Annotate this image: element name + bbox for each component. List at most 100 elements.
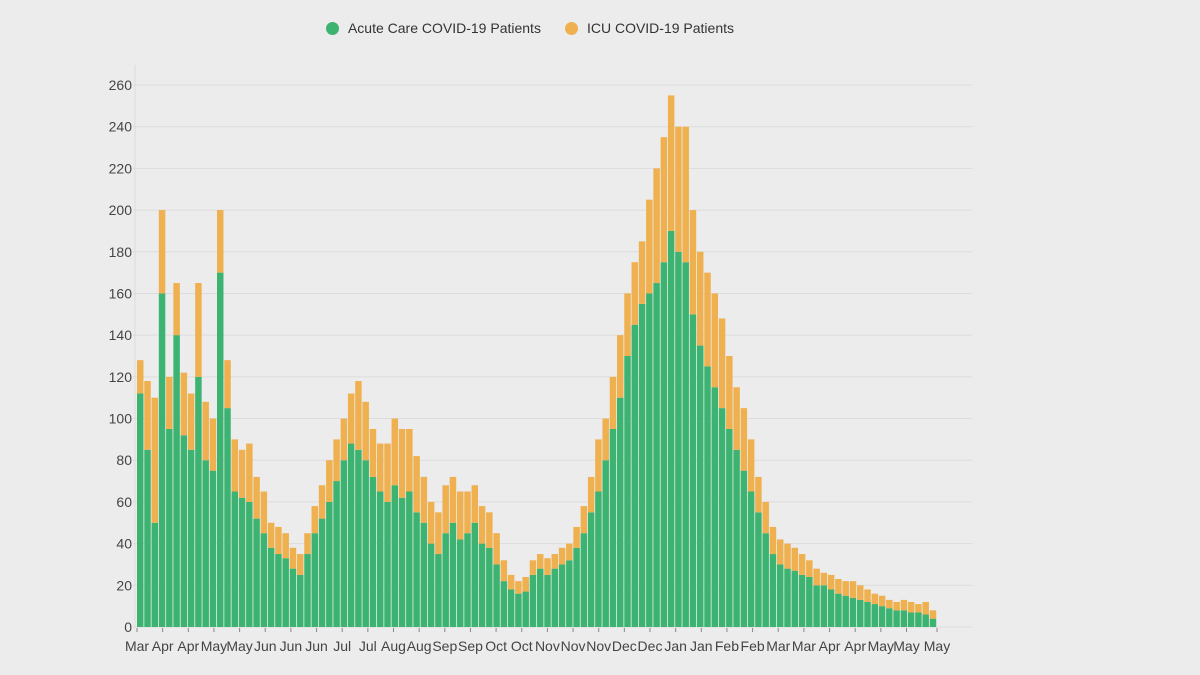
bar-acute (151, 522, 159, 627)
bar-acute (449, 522, 457, 627)
bar-acute (289, 568, 297, 627)
bar-acute (231, 491, 239, 627)
bar-acute (740, 470, 748, 627)
bar-acute (871, 604, 879, 627)
bar-acute (137, 393, 144, 627)
bar-acute (158, 293, 166, 627)
bar-acute (427, 543, 435, 627)
bar-acute (886, 608, 893, 627)
bar-icu (369, 428, 377, 477)
bar-icu (733, 387, 740, 450)
x-tick-label: Mar (766, 638, 790, 654)
x-tick-label: Aug (407, 638, 432, 654)
bar-icu (704, 272, 711, 367)
x-tick-label: Mar (792, 638, 816, 654)
bar-acute (849, 597, 857, 627)
bar-acute (347, 443, 355, 627)
bar-acute (522, 591, 529, 627)
x-tick-label: Jan (690, 638, 713, 654)
bar-acute (907, 612, 915, 627)
bar-acute (769, 554, 777, 627)
legend-item-icu[interactable]: ICU COVID-19 Patients (564, 20, 735, 36)
bar-acute (667, 230, 675, 627)
x-tick-label: Nov (535, 638, 560, 654)
bar-icu (478, 506, 486, 544)
bar-icu (377, 443, 384, 492)
bar-icu (166, 376, 173, 429)
x-tick-label: Oct (485, 638, 507, 654)
bar-icu (638, 241, 646, 304)
x-tick-label: May (868, 638, 894, 654)
bar-acute (478, 543, 486, 627)
bar-icu (137, 360, 144, 394)
bar-acute (384, 501, 391, 627)
bar-icu (675, 126, 682, 252)
bar-icu (544, 558, 551, 575)
bar-icu (587, 476, 595, 513)
y-tick-label: 240 (109, 119, 133, 135)
bar-icu (697, 251, 704, 346)
x-tick-label: Sep (458, 638, 483, 654)
bar-acute (617, 397, 624, 627)
bar-icu (413, 456, 420, 513)
bar-icu (217, 210, 224, 273)
bar-acute (253, 518, 260, 627)
bar-acute (915, 612, 922, 627)
bar-icu (362, 401, 369, 461)
bar-acute (813, 585, 820, 627)
bar-acute (595, 491, 602, 627)
legend: Acute Care COVID-19 Patients ICU COVID-1… (0, 20, 1060, 36)
bar-icu (202, 401, 209, 461)
bar-acute (624, 356, 631, 627)
bar-acute (420, 522, 428, 627)
bar-icu (457, 491, 464, 540)
bar-icu (420, 476, 428, 523)
bar-acute (631, 324, 639, 627)
x-tick-label: Nov (561, 638, 586, 654)
bar-icu (602, 418, 609, 461)
y-tick-label: 20 (116, 577, 132, 593)
bar-acute (551, 568, 559, 627)
bar-icu (486, 512, 493, 548)
bar-icu (762, 501, 769, 534)
bar-acute (784, 568, 791, 627)
bar-icu (573, 526, 580, 548)
bar-icu (304, 533, 311, 555)
bar-icu (849, 581, 857, 598)
bar-icu (558, 547, 566, 565)
x-tick-label: Jun (254, 638, 277, 654)
bar-acute (820, 585, 828, 627)
bar-icu (769, 526, 777, 555)
bar-acute (362, 460, 369, 627)
bar-acute (435, 554, 442, 627)
bar-acute (369, 476, 377, 627)
y-tick-label: 0 (124, 619, 132, 635)
bar-acute (929, 618, 937, 627)
bar-icu (180, 372, 188, 436)
bar-icu (718, 318, 726, 409)
bar-icu (464, 491, 471, 534)
bar-acute (187, 449, 195, 627)
bar-icu (355, 381, 362, 450)
y-tick-label: 60 (116, 494, 132, 510)
bar-icu (158, 210, 166, 294)
bar-icu (595, 439, 602, 492)
bar-acute (558, 564, 566, 627)
legend-label-icu: ICU COVID-19 Patients (586, 20, 735, 36)
x-tick-label: May (924, 638, 950, 654)
x-tick-label: Aug (381, 638, 406, 654)
bar-acute (413, 512, 420, 627)
bar-acute (267, 547, 275, 627)
bar-icu (318, 485, 326, 519)
bar-acute (486, 547, 493, 627)
bar-acute (238, 497, 246, 627)
bar-acute (442, 533, 449, 627)
x-tick-label: May (893, 638, 919, 654)
bar-icu (631, 262, 639, 325)
x-tick-label: Nov (586, 638, 611, 654)
bar-acute (406, 491, 413, 627)
bar-acute (726, 428, 733, 627)
legend-item-acute[interactable]: Acute Care COVID-19 Patients (325, 20, 541, 36)
bar-icu (798, 554, 806, 575)
x-tick-label: Apr (177, 638, 199, 654)
